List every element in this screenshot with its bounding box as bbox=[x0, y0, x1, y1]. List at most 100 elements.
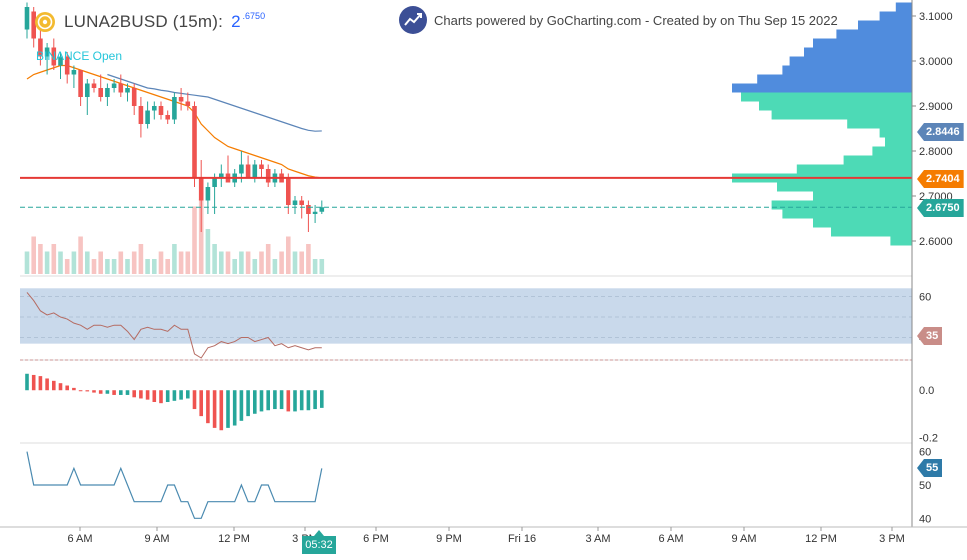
rsi-pane: 6040 bbox=[20, 288, 931, 361]
volume-bar bbox=[198, 199, 204, 274]
chart-header: LUNA2BUSD (15m): 2 .6750 bbox=[34, 8, 265, 36]
volume-profile-bar bbox=[777, 182, 912, 192]
candle-body bbox=[118, 83, 124, 93]
price-tick-label: 3.0000 bbox=[919, 56, 953, 68]
time-tick-label: 9 PM bbox=[436, 533, 462, 545]
candle-body bbox=[286, 178, 291, 205]
macd-histogram-bar bbox=[78, 390, 83, 392]
cci-tick-label: 60 bbox=[919, 447, 931, 459]
macd-histogram-bar bbox=[179, 390, 183, 400]
macd-histogram-bar bbox=[320, 390, 324, 408]
coin-logo-icon bbox=[35, 12, 55, 32]
volume-profile-bar bbox=[732, 83, 912, 93]
candle-body bbox=[212, 178, 217, 187]
volume-profile-bar bbox=[847, 119, 912, 129]
volume-bar bbox=[138, 244, 144, 274]
candle-body bbox=[71, 70, 77, 75]
candle-body bbox=[185, 101, 191, 106]
macd-histogram-bar bbox=[38, 376, 43, 391]
candle-body bbox=[292, 200, 298, 205]
volume-profile-bar bbox=[858, 20, 912, 30]
volume-bars bbox=[24, 199, 325, 274]
last-price-badge: 2.6750 bbox=[917, 199, 964, 217]
candle-body bbox=[145, 110, 150, 124]
gocharting-logo-icon[interactable] bbox=[398, 5, 428, 35]
volume-bar bbox=[24, 251, 30, 274]
candle-body bbox=[219, 173, 224, 178]
macd-histogram-bar bbox=[199, 390, 203, 417]
volume-bar bbox=[299, 251, 304, 274]
volume-bar bbox=[145, 259, 150, 274]
volume-bar bbox=[306, 244, 311, 274]
macd-histogram-bar bbox=[105, 390, 110, 394]
volume-bar bbox=[152, 259, 157, 274]
macd-tick-label: 0.0 bbox=[919, 385, 934, 397]
volume-profile-bar bbox=[843, 155, 912, 165]
volume-bar bbox=[58, 251, 63, 274]
cci-tick-label: 40 bbox=[919, 513, 931, 525]
price-lines bbox=[20, 176, 912, 208]
macd-histogram-bar bbox=[259, 390, 264, 412]
candle-body bbox=[85, 83, 90, 97]
volume-bar bbox=[111, 259, 117, 274]
macd-histogram-bar bbox=[45, 378, 49, 391]
volume-bar bbox=[71, 251, 77, 274]
candle-body bbox=[178, 97, 184, 102]
candle-body bbox=[64, 56, 70, 75]
macd-histogram-bar bbox=[226, 390, 230, 428]
volume-bar bbox=[158, 251, 164, 274]
volume-bar bbox=[118, 251, 124, 274]
macd-histogram-bar bbox=[279, 390, 284, 410]
volume-profile-bar bbox=[879, 128, 912, 138]
macd-histogram-bar bbox=[25, 373, 29, 391]
macd-histogram-bar bbox=[206, 390, 210, 424]
volume-profile-bar bbox=[890, 236, 912, 246]
macd-histogram-bar bbox=[293, 390, 297, 412]
volume-profile-bar bbox=[771, 200, 912, 210]
price-tick-label: 3.1000 bbox=[919, 11, 953, 23]
volume-bar bbox=[178, 251, 184, 274]
cci-value-badge: 55 bbox=[917, 459, 943, 477]
macd-histogram-bar bbox=[286, 390, 291, 412]
candle-body bbox=[44, 47, 50, 57]
candle-body bbox=[131, 88, 137, 106]
time-cursor-badge: 05:32 bbox=[302, 530, 336, 554]
candle-body bbox=[31, 11, 36, 39]
macd-histogram-bar bbox=[232, 390, 237, 426]
candle-body bbox=[138, 106, 144, 124]
time-tick-label: 6 AM bbox=[67, 533, 92, 545]
macd-histogram-bar bbox=[192, 390, 197, 410]
rsi-tick-label: 60 bbox=[919, 292, 931, 304]
macd-histogram-bar bbox=[132, 390, 136, 398]
macd-histogram-bar bbox=[85, 390, 90, 392]
time-tick-label: 9 AM bbox=[731, 533, 756, 545]
volume-profile-bar bbox=[771, 110, 912, 120]
time-tick-label: 12 PM bbox=[805, 533, 837, 545]
time-tick-label: 9 AM bbox=[144, 533, 169, 545]
rsi-band bbox=[20, 288, 912, 344]
candle-body bbox=[152, 106, 157, 111]
macd-histogram-bar bbox=[152, 390, 157, 402]
volume-bar bbox=[225, 251, 231, 274]
volume-bar bbox=[44, 251, 50, 274]
volume-profile-bar bbox=[836, 29, 912, 39]
time-tick-label: Fri 16 bbox=[508, 533, 536, 545]
volume-profile-bar bbox=[782, 65, 912, 75]
candle-body bbox=[265, 169, 271, 183]
candle-body bbox=[252, 164, 258, 178]
volume-bar bbox=[165, 259, 170, 274]
macd-histogram-bar bbox=[212, 390, 217, 428]
volume-bar bbox=[252, 259, 258, 274]
volume-bar bbox=[91, 259, 97, 274]
volume-profile-bar bbox=[813, 38, 912, 48]
volume-profile-bar bbox=[757, 74, 912, 84]
header-price: 2 bbox=[231, 12, 241, 31]
volume-bar bbox=[259, 251, 264, 274]
macd-histogram-bar bbox=[266, 390, 270, 411]
symbol-label[interactable]: LUNA2BUSD (15m): bbox=[64, 12, 224, 31]
volume-profile-bar bbox=[813, 191, 912, 201]
volume-profile-bar bbox=[741, 92, 912, 102]
candle-body bbox=[24, 7, 30, 30]
header-price-decimals: .6750 bbox=[242, 11, 266, 21]
